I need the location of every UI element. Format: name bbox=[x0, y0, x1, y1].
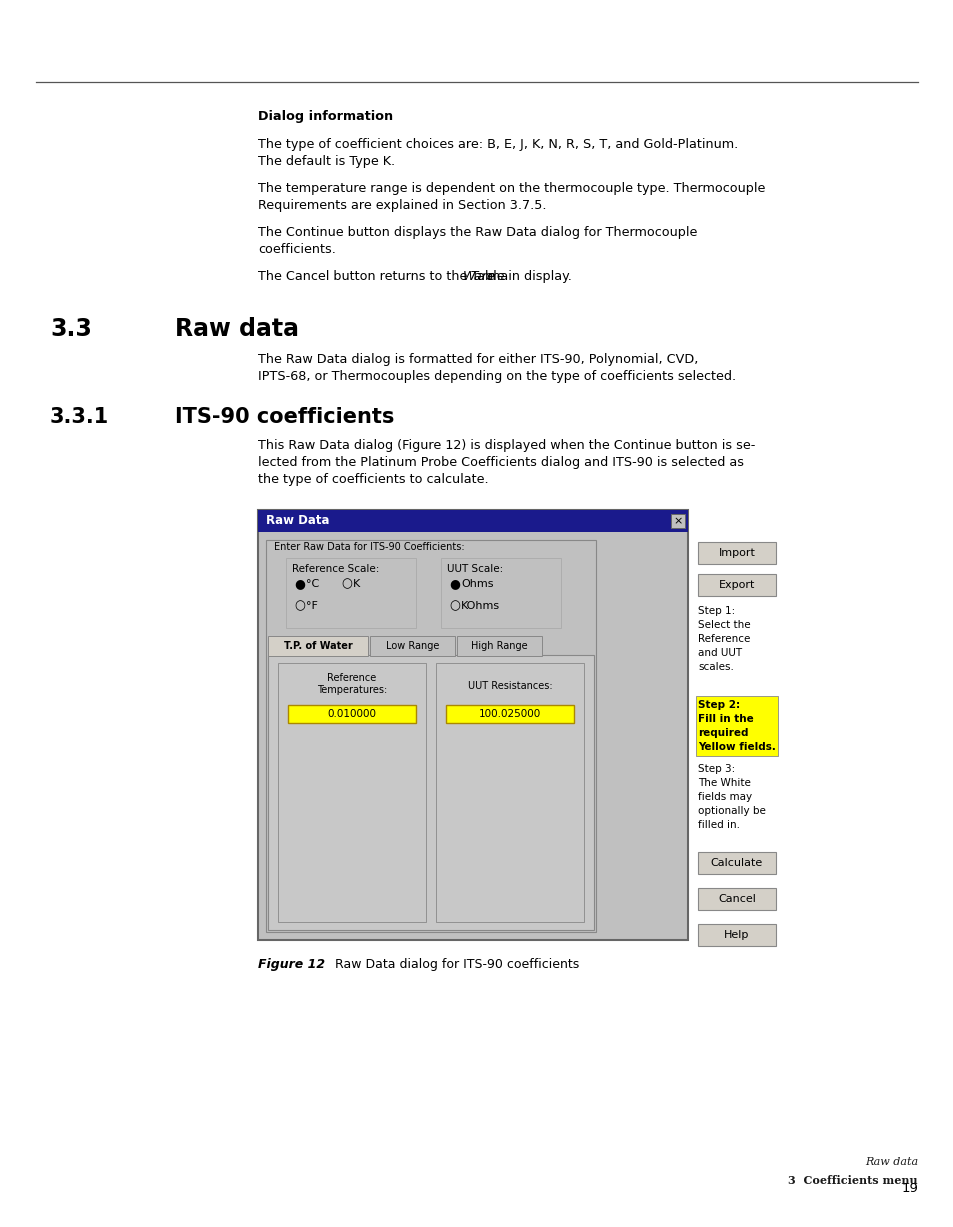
Text: 100.025000: 100.025000 bbox=[478, 709, 540, 719]
Text: ITS-90 coefficients: ITS-90 coefficients bbox=[174, 407, 394, 427]
Text: the type of coefficients to calculate.: the type of coefficients to calculate. bbox=[257, 472, 488, 486]
Text: Enter Raw Data for ITS-90 Coefficients:: Enter Raw Data for ITS-90 Coefficients: bbox=[274, 542, 464, 552]
Text: The Raw Data dialog is formatted for either ITS-90, Polynomial, CVD,: The Raw Data dialog is formatted for eit… bbox=[257, 353, 698, 366]
Bar bbox=[456, 636, 541, 656]
Text: lected from the Platinum Probe Coefficients dialog and ITS-90 is selected as: lected from the Platinum Probe Coefficie… bbox=[257, 456, 743, 469]
Bar bbox=[698, 542, 775, 564]
Text: Low Range: Low Range bbox=[385, 640, 438, 652]
Text: K: K bbox=[353, 579, 360, 589]
Bar bbox=[288, 706, 416, 723]
Text: ○: ○ bbox=[449, 600, 459, 612]
Text: 19: 19 bbox=[901, 1182, 917, 1195]
Text: 3  Coefficients menu: 3 Coefficients menu bbox=[787, 1175, 917, 1187]
Bar bbox=[257, 510, 687, 533]
Text: 3.3.1: 3.3.1 bbox=[50, 407, 110, 427]
Text: T.P. of Water: T.P. of Water bbox=[283, 640, 352, 652]
Bar bbox=[286, 558, 416, 628]
Bar bbox=[268, 636, 368, 656]
Text: The temperature range is dependent on the thermocouple type. Thermocouple: The temperature range is dependent on th… bbox=[257, 182, 764, 195]
Text: The type of coefficient choices are: B, E, J, K, N, R, S, T, and Gold-Platinum.: The type of coefficient choices are: B, … bbox=[257, 137, 738, 151]
Bar bbox=[670, 514, 684, 528]
Text: Raw data: Raw data bbox=[174, 317, 298, 341]
Text: Ohms: Ohms bbox=[460, 579, 493, 589]
Text: ○: ○ bbox=[294, 600, 305, 612]
Text: Raw data: Raw data bbox=[864, 1157, 917, 1167]
Text: main display.: main display. bbox=[483, 270, 571, 283]
Text: High Range: High Range bbox=[471, 640, 527, 652]
Text: Dialog information: Dialog information bbox=[257, 110, 393, 123]
Text: Figure 12: Figure 12 bbox=[257, 958, 325, 971]
Text: °F: °F bbox=[306, 601, 317, 611]
Text: The Continue button displays the Raw Data dialog for Thermocouple: The Continue button displays the Raw Dat… bbox=[257, 226, 697, 239]
Text: Requirements are explained in Section 3.7.5.: Requirements are explained in Section 3.… bbox=[257, 199, 546, 212]
Text: ●: ● bbox=[294, 578, 305, 590]
Text: KOhms: KOhms bbox=[460, 601, 499, 611]
Bar bbox=[266, 540, 596, 933]
Text: Step 2:
Fill in the
required
Yellow fields.: Step 2: Fill in the required Yellow fiel… bbox=[698, 699, 775, 752]
Bar bbox=[277, 663, 426, 921]
Text: IPTS-68, or Thermocouples depending on the type of coefficients selected.: IPTS-68, or Thermocouples depending on t… bbox=[257, 371, 736, 383]
Text: Cancel: Cancel bbox=[718, 894, 755, 904]
Text: coefficients.: coefficients. bbox=[257, 243, 335, 256]
Text: Reference
Temperatures:: Reference Temperatures: bbox=[316, 672, 387, 694]
Text: Step 1:
Select the
Reference
and UUT
scales.: Step 1: Select the Reference and UUT sca… bbox=[698, 606, 750, 672]
Text: Help: Help bbox=[723, 930, 749, 940]
Bar bbox=[436, 663, 583, 921]
Text: Raw Data dialog for ITS-90 coefficients: Raw Data dialog for ITS-90 coefficients bbox=[323, 958, 578, 971]
Text: °C: °C bbox=[306, 579, 319, 589]
Text: UUT Resistances:: UUT Resistances: bbox=[467, 681, 552, 691]
Bar bbox=[268, 655, 594, 930]
Bar bbox=[698, 924, 775, 946]
Text: 0.010000: 0.010000 bbox=[327, 709, 376, 719]
Bar bbox=[370, 636, 455, 656]
Bar bbox=[696, 696, 778, 756]
Text: ○: ○ bbox=[340, 578, 352, 590]
Text: 3.3: 3.3 bbox=[50, 317, 91, 341]
Bar bbox=[440, 558, 560, 628]
Bar bbox=[446, 706, 574, 723]
Text: Step 3:
The White
fields may
optionally be
filled in.: Step 3: The White fields may optionally … bbox=[698, 764, 765, 829]
Text: This Raw Data dialog (Figure 12) is displayed when the Continue button is se-: This Raw Data dialog (Figure 12) is disp… bbox=[257, 439, 755, 452]
Text: The default is Type K.: The default is Type K. bbox=[257, 155, 395, 168]
Bar bbox=[257, 510, 687, 940]
Bar bbox=[698, 574, 775, 596]
Text: Reference Scale:: Reference Scale: bbox=[292, 564, 379, 574]
Text: Ware: Ware bbox=[462, 270, 495, 283]
Text: UUT Scale:: UUT Scale: bbox=[447, 564, 503, 574]
Text: ●: ● bbox=[449, 578, 459, 590]
Text: Export: Export bbox=[718, 580, 755, 590]
Text: Import: Import bbox=[718, 548, 755, 558]
Bar bbox=[698, 852, 775, 874]
Bar bbox=[698, 888, 775, 910]
Text: ×: × bbox=[673, 517, 682, 526]
Text: Calculate: Calculate bbox=[710, 858, 762, 867]
Text: Raw Data: Raw Data bbox=[266, 514, 329, 528]
Text: The Cancel button returns to the Table: The Cancel button returns to the Table bbox=[257, 270, 504, 283]
